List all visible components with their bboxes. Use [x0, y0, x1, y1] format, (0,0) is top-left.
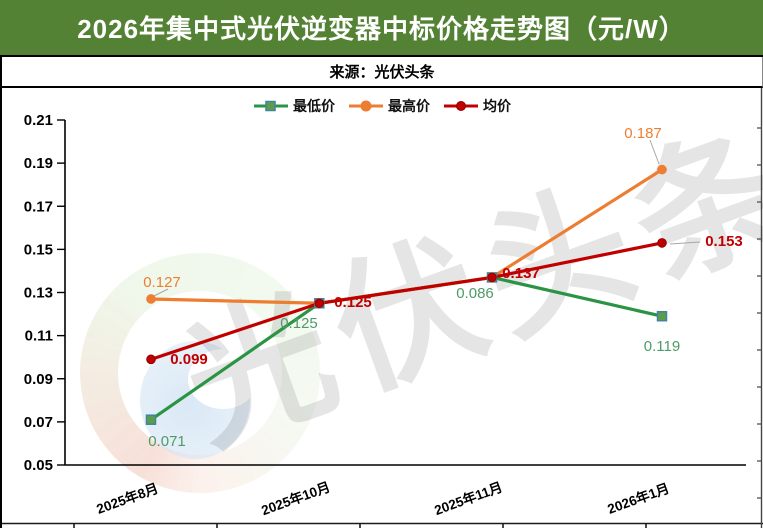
source-label: 来源：光伏头条	[329, 64, 435, 81]
marker-最高价[interactable]	[657, 164, 667, 175]
chart-legend: 最低价 最高价 均价	[2, 96, 763, 116]
logo-inner-ring	[118, 291, 282, 455]
marker-最高价[interactable]	[146, 294, 156, 304]
legend-item-highest[interactable]: 最高价	[349, 96, 430, 116]
series-line-均价	[149, 241, 664, 361]
source-bar: 来源：光伏头条	[0, 57, 763, 88]
legend-swatch-lowest	[254, 100, 288, 112]
legend-label-highest: 最高价	[388, 98, 430, 114]
data-label-最低价: 0.086	[456, 285, 494, 302]
legend-label-lowest: 最低价	[293, 98, 335, 114]
legend-label-average: 均价	[483, 98, 511, 114]
page-title: 2026年集中式光伏逆变器中标价格走势图（元/W）	[77, 14, 686, 44]
marker-均价[interactable]	[657, 238, 667, 248]
y-tick-label: 0.21	[24, 112, 53, 129]
marker-均价[interactable]	[487, 272, 497, 283]
y-tick-label: 0.07	[24, 414, 53, 431]
line-chart-plot: 0.21 0.19 0.17 0.15 0.13 0.11 0.09 0.07 0.05 2025…	[2, 88, 763, 528]
data-label-最高价: 0.127	[143, 274, 181, 291]
x-tick-label: 2025年8月	[94, 480, 160, 517]
title-bar: 2026年集中式光伏逆变器中标价格走势图（元/W）	[0, 0, 763, 57]
marker-均价[interactable]	[314, 298, 325, 309]
x-tick-label: 2025年10月	[259, 478, 332, 518]
y-tick-label: 0.17	[24, 198, 53, 215]
marker-最低价[interactable]	[145, 414, 157, 425]
legend-swatch-highest	[349, 100, 383, 112]
data-label-最低价: 0.119	[644, 338, 680, 355]
logo-outer-ring	[80, 253, 320, 493]
logo-blue-cut	[188, 349, 258, 409]
label-leader-line	[669, 241, 701, 245]
data-label-最高价: 0.187	[624, 125, 662, 142]
legend-swatch-average	[444, 101, 478, 111]
label-leader-line	[649, 139, 660, 165]
chart-area: 光伏头条 最低价 最高价	[0, 88, 763, 528]
logo-watermark	[80, 253, 320, 493]
data-label-均价: 0.099	[170, 351, 208, 368]
y-tick-label: 0.15	[24, 241, 53, 258]
legend-item-average[interactable]: 均价	[444, 96, 511, 116]
series-line-最高价	[149, 167, 664, 305]
y-tick-label: 0.09	[24, 371, 53, 388]
marker-均价[interactable]	[146, 354, 156, 365]
data-label-均价: 0.153	[705, 233, 743, 250]
legend-item-lowest[interactable]: 最低价	[254, 96, 335, 116]
y-tick-label: 0.11	[25, 328, 53, 345]
marker-最低价[interactable]	[656, 310, 668, 322]
data-label-均价: 0.125	[334, 294, 372, 311]
logo-blue-disc	[140, 341, 250, 459]
y-tick-label: 0.13	[24, 285, 53, 302]
data-label-最低价: 0.071	[148, 433, 186, 450]
y-tick-label: 0.05	[24, 457, 53, 474]
data-label-最低价: 0.125	[280, 315, 318, 332]
x-tick-label: 2025年11月	[432, 479, 504, 518]
label-leader-line	[153, 288, 169, 297]
x-tick-label: 2026年1月	[605, 480, 671, 517]
y-tick-label: 0.19	[24, 155, 53, 172]
data-label-均价: 0.137	[502, 265, 540, 282]
series-line-最低价	[149, 275, 664, 422]
